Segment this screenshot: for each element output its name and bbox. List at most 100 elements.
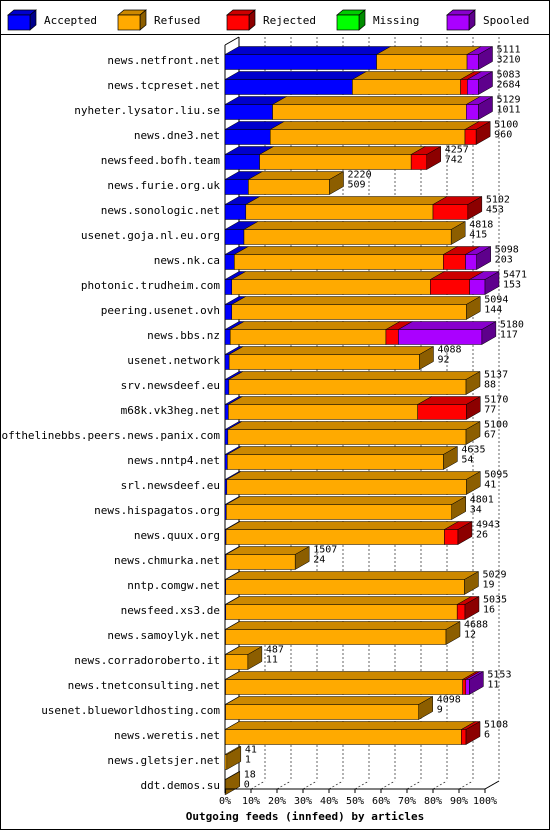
row-label: srl.newsdeef.eu (121, 479, 220, 492)
bar-accepted-label: 92 (437, 355, 449, 366)
bar-accepted-label: 26 (476, 530, 488, 541)
bar-accepted-label: 41 (484, 480, 496, 491)
row-label: news.netfront.net (107, 54, 220, 67)
bar-segment-spooled (469, 279, 486, 295)
bar-segment-accepted (224, 304, 233, 320)
row-label: news.corradoroberto.it (74, 654, 220, 667)
bar-accepted-label: 67 (484, 430, 496, 441)
bar-segment-rejected (417, 404, 467, 420)
legend-label-rejected: Rejected (263, 14, 316, 27)
row-label: peering.usenet.ovh (101, 304, 220, 317)
bar-total-label: 487 (266, 645, 284, 656)
bar-total-label: 1507 (313, 545, 337, 556)
row-labels: news.netfront.net news.tcpreset.net nyhete… (0, 54, 220, 792)
bar-segment-accepted (224, 229, 245, 245)
bar-total-label: 5153 (487, 670, 511, 681)
bar-segment-rejected (460, 79, 468, 95)
row-label: news.chmurka.net (114, 554, 220, 567)
bar-top-refused (225, 471, 482, 480)
bar-total-label: 5137 (484, 370, 508, 381)
bar-accepted-label: 11 (266, 655, 278, 666)
bar-accepted-label: 117 (500, 330, 518, 341)
bar-accepted-label: 1 (245, 755, 251, 766)
bar-row: 411 (224, 745, 257, 770)
bar-total-label: 5095 (484, 470, 508, 481)
bar-top-refused (375, 46, 483, 55)
bar-top-refused (225, 496, 467, 505)
bar-side-refused (465, 421, 481, 445)
bar-top-refused (227, 371, 481, 380)
bar-total-label: 4818 (469, 220, 493, 231)
row-label: usenet.goja.nl.eu.org (81, 229, 220, 242)
bar-segment-rejected (461, 729, 467, 745)
bar-side-spooled (478, 71, 493, 95)
bar-segment-spooled (466, 54, 479, 70)
legend-item-spooled: Spooled (446, 9, 529, 31)
row-label: news.sonologic.net (101, 204, 220, 217)
bar-top-spooled (397, 321, 497, 330)
row-label: news.weretis.net (114, 729, 220, 742)
bar-top-refused (225, 546, 311, 555)
bar-total-label: 5094 (484, 295, 508, 306)
bar-accepted-label: 153 (503, 280, 521, 291)
grid-floor-line (276, 780, 292, 790)
bar-top-refused (224, 596, 473, 605)
bar-segment-refused (225, 579, 465, 595)
bar-segment-refused (225, 629, 447, 645)
bar-segment-refused (225, 729, 462, 745)
bar-segment-accepted (224, 179, 249, 195)
x-tick-label: 70% (398, 796, 416, 807)
bar-accepted-label: 54 (461, 455, 473, 466)
grid-floor-line (250, 780, 266, 790)
bar-side-refused (247, 646, 263, 670)
bar-total-label: 5111 (497, 45, 521, 56)
row-label: news.nk.ca (154, 254, 220, 267)
bar-segment-rejected (385, 329, 399, 345)
bar-segment-accepted (224, 379, 230, 395)
bar-segment-accepted (224, 279, 233, 295)
bar-segment-accepted (224, 429, 229, 445)
x-tick-label: 20% (268, 796, 286, 807)
bar-side-rejected (466, 396, 481, 420)
grid-floor-line (328, 780, 344, 790)
bars: 5111321050832684512910115100960425774222… (224, 45, 527, 795)
legend-item-rejected: Rejected (226, 9, 316, 31)
bar-top-refused (351, 71, 476, 80)
bar-accepted-label: 509 (348, 180, 366, 191)
bar-segment-accepted (224, 454, 228, 470)
bar-accepted-label: 88 (484, 380, 496, 391)
bar-total-label: 4688 (464, 620, 488, 631)
bar-segment-spooled (465, 679, 470, 695)
bar-side-rejected (426, 146, 442, 170)
bar-segment-accepted (224, 79, 353, 95)
bar-segment-refused (272, 104, 467, 120)
bar-top-refused (224, 671, 478, 680)
bar-accepted-label: 77 (484, 405, 496, 416)
bar-top-refused (233, 246, 459, 255)
bar-accepted-label: 144 (484, 305, 502, 316)
row-label: endofthelinebbs.peers.news.panix.com (0, 429, 220, 442)
bar-side-spooled (469, 671, 484, 695)
bar-side-spooled (478, 96, 493, 120)
legend-swatch-rejected (226, 14, 250, 31)
bar-segment-rejected (430, 279, 470, 295)
row-label: news.tcpreset.net (107, 79, 220, 92)
bar-top-refused (271, 96, 482, 105)
legend-item-refused: Refused (117, 9, 200, 31)
bar-top-refused (224, 696, 434, 705)
bar-top-refused (247, 171, 345, 180)
x-tick-label: 90% (450, 796, 468, 807)
bar-segment-refused (226, 479, 467, 495)
